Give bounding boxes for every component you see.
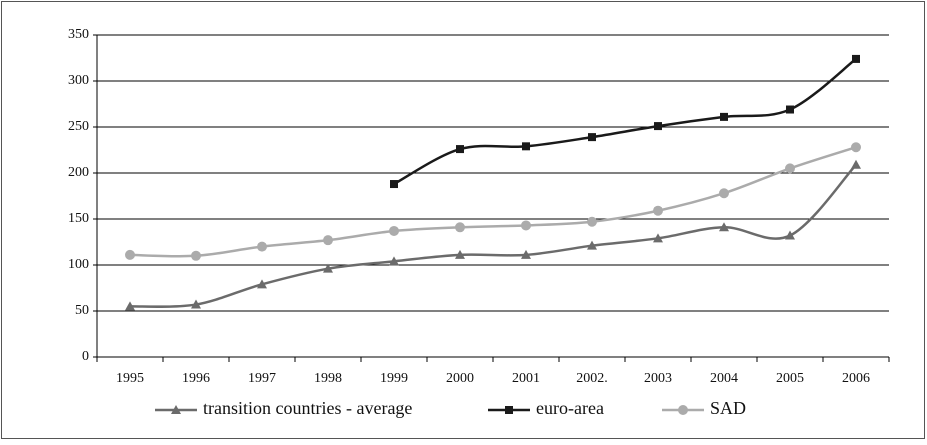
y-tick-label: 200 <box>68 165 89 180</box>
legend-marker <box>505 406 513 414</box>
point <box>852 54 860 63</box>
point <box>653 233 663 243</box>
x-tick-label: 2002. <box>576 371 608 386</box>
series-line <box>129 163 857 308</box>
y-tick-label: 350 <box>68 27 89 42</box>
point <box>191 250 201 261</box>
point <box>653 205 663 216</box>
point <box>587 216 597 227</box>
point <box>323 235 333 246</box>
x-tick-label: 2000 <box>446 371 474 386</box>
point <box>587 240 597 250</box>
x-tick-label: 2003 <box>644 371 672 386</box>
point <box>323 263 333 273</box>
point <box>191 299 201 309</box>
point <box>389 225 399 236</box>
point <box>654 122 662 131</box>
y-tick-label: 50 <box>75 303 89 318</box>
series-line <box>129 146 857 258</box>
point <box>719 222 729 232</box>
y-tick-label: 250 <box>68 119 89 134</box>
x-tick-label: 2006 <box>842 371 870 386</box>
point <box>521 249 531 259</box>
point <box>786 105 794 114</box>
point <box>851 142 861 153</box>
x-tick-label: 1999 <box>380 371 408 386</box>
point <box>851 159 861 169</box>
x-tick-label: 2001 <box>512 371 540 386</box>
legend-label: SAD <box>710 398 746 418</box>
point <box>720 112 728 121</box>
y-tick-label: 150 <box>68 211 89 226</box>
point <box>522 142 530 151</box>
point <box>390 180 398 189</box>
x-tick-label: 1995 <box>116 371 144 386</box>
legend-label: euro-area <box>536 398 604 418</box>
legend-label: transition countries - average <box>203 398 412 418</box>
x-tick-label: 2005 <box>776 371 804 386</box>
point <box>785 230 795 240</box>
point <box>521 220 531 231</box>
point <box>257 241 267 252</box>
x-tick-label: 1996 <box>182 371 210 386</box>
x-tick-label: 2004 <box>710 371 738 386</box>
point <box>455 249 465 259</box>
legend-marker <box>171 405 181 414</box>
y-tick-label: 0 <box>82 349 89 364</box>
y-tick-label: 300 <box>68 73 89 88</box>
point <box>257 279 267 289</box>
point <box>455 222 465 233</box>
point <box>719 188 729 199</box>
point <box>389 256 399 266</box>
x-tick-label: 1998 <box>314 371 342 386</box>
x-tick-label: 1997 <box>248 371 276 386</box>
legend-marker <box>678 405 688 415</box>
legend: transition countries - average euro-area S… <box>155 398 746 418</box>
point <box>456 145 464 154</box>
point <box>125 249 135 260</box>
point <box>125 301 135 311</box>
point <box>588 133 596 142</box>
y-tick-label: 100 <box>68 257 89 272</box>
point <box>785 163 795 174</box>
